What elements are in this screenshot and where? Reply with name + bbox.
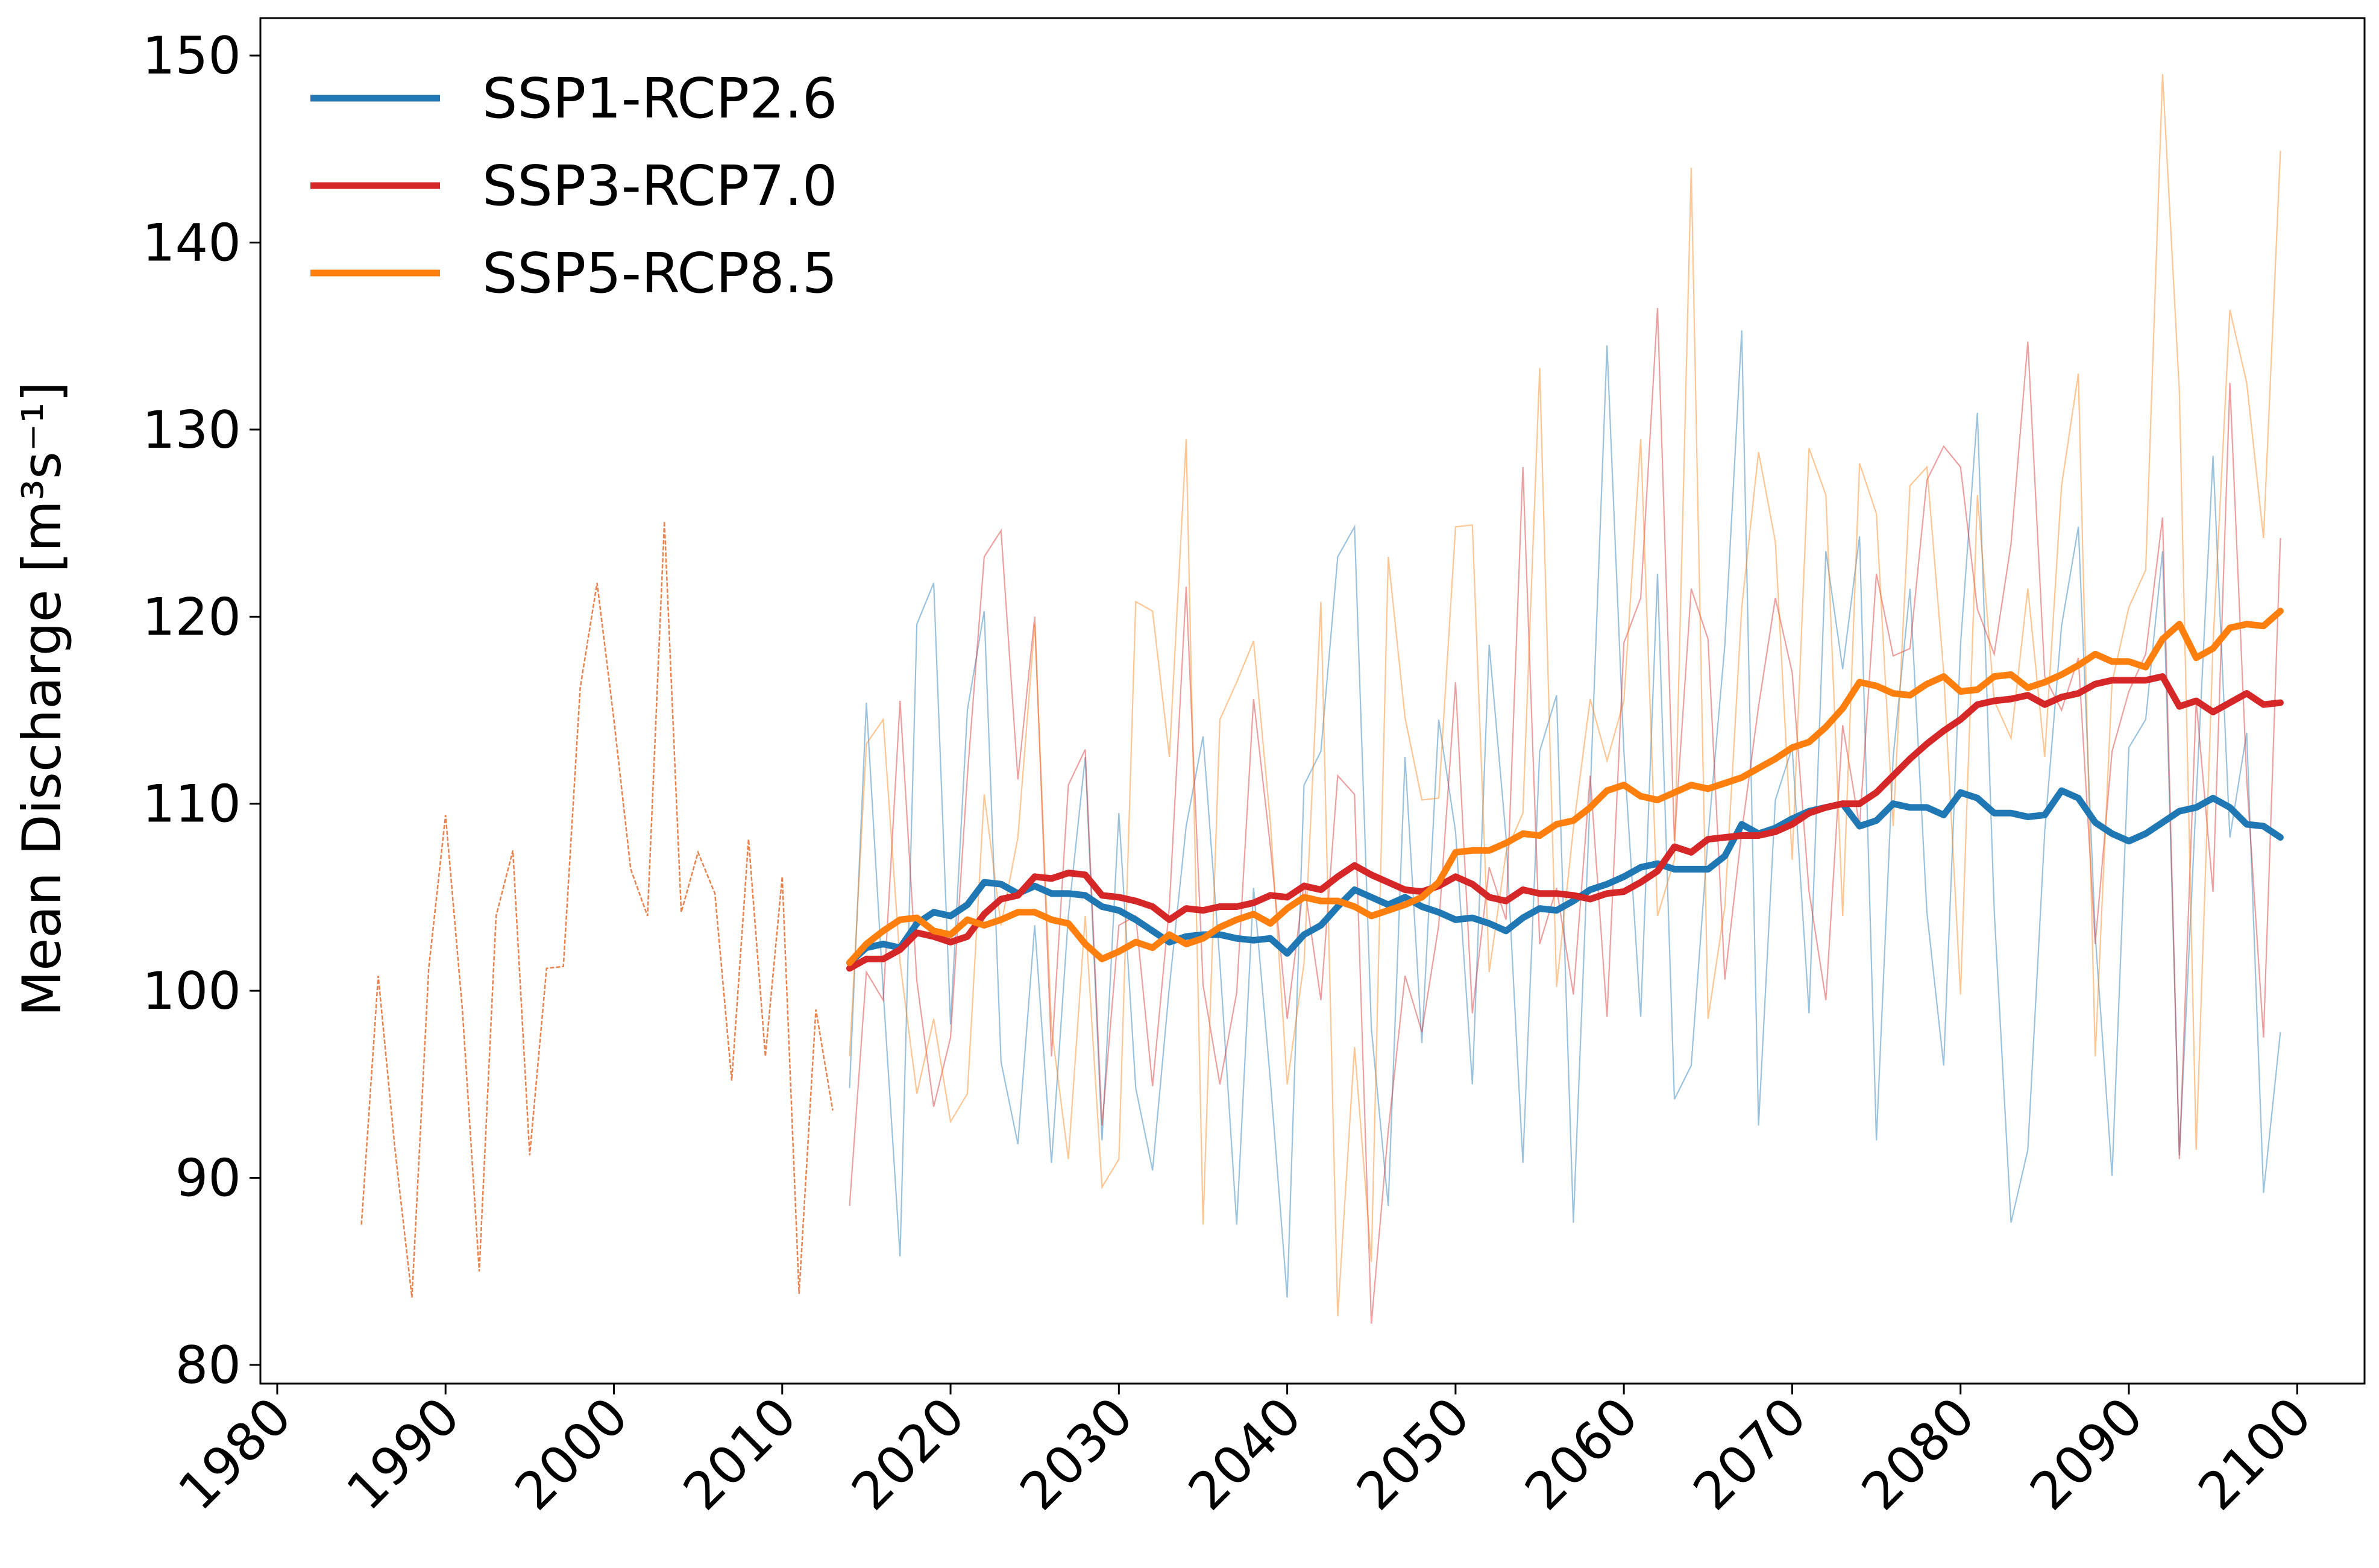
y-tick-label-140: 140 [142,213,241,273]
legend-label-series-2: SSP3-RCP7.0 [482,154,837,218]
smoothed-series-lines [846,607,2284,972]
annual-line-series-2 [849,308,2281,1324]
legend-label-series-3: SSP5-RCP8.5 [482,241,837,306]
y-tick-label-90: 90 [175,1149,241,1209]
annual-line-series-1 [849,330,2281,1298]
y-tick-label-110: 110 [142,774,241,835]
annual-series-lines [360,74,2281,1324]
legend-label-series-1: SSP1-RCP2.6 [482,66,837,131]
smoothed-line-series-3 [846,607,2284,967]
y-axis-label: Mean Discharge [m³s⁻¹] [11,381,73,1017]
plot-frame [259,17,2366,1385]
smoothed-line-series-2 [846,673,2284,972]
y-tick-label-150: 150 [142,26,241,86]
y-axis: 80 90 100 110 120 130 140 150 [142,26,260,1396]
y-tick-label-120: 120 [142,587,241,647]
y-tick-label-80: 80 [175,1335,241,1396]
y-tick-label-130: 130 [142,400,241,460]
legend: SSP1-RCP2.6 SSP3-RCP7.0 SSP5-RCP8.5 [310,66,837,306]
smoothed-line-series-1 [846,787,2284,967]
y-tick-label-100: 100 [142,961,241,1021]
historical-annual-line [360,521,834,1298]
